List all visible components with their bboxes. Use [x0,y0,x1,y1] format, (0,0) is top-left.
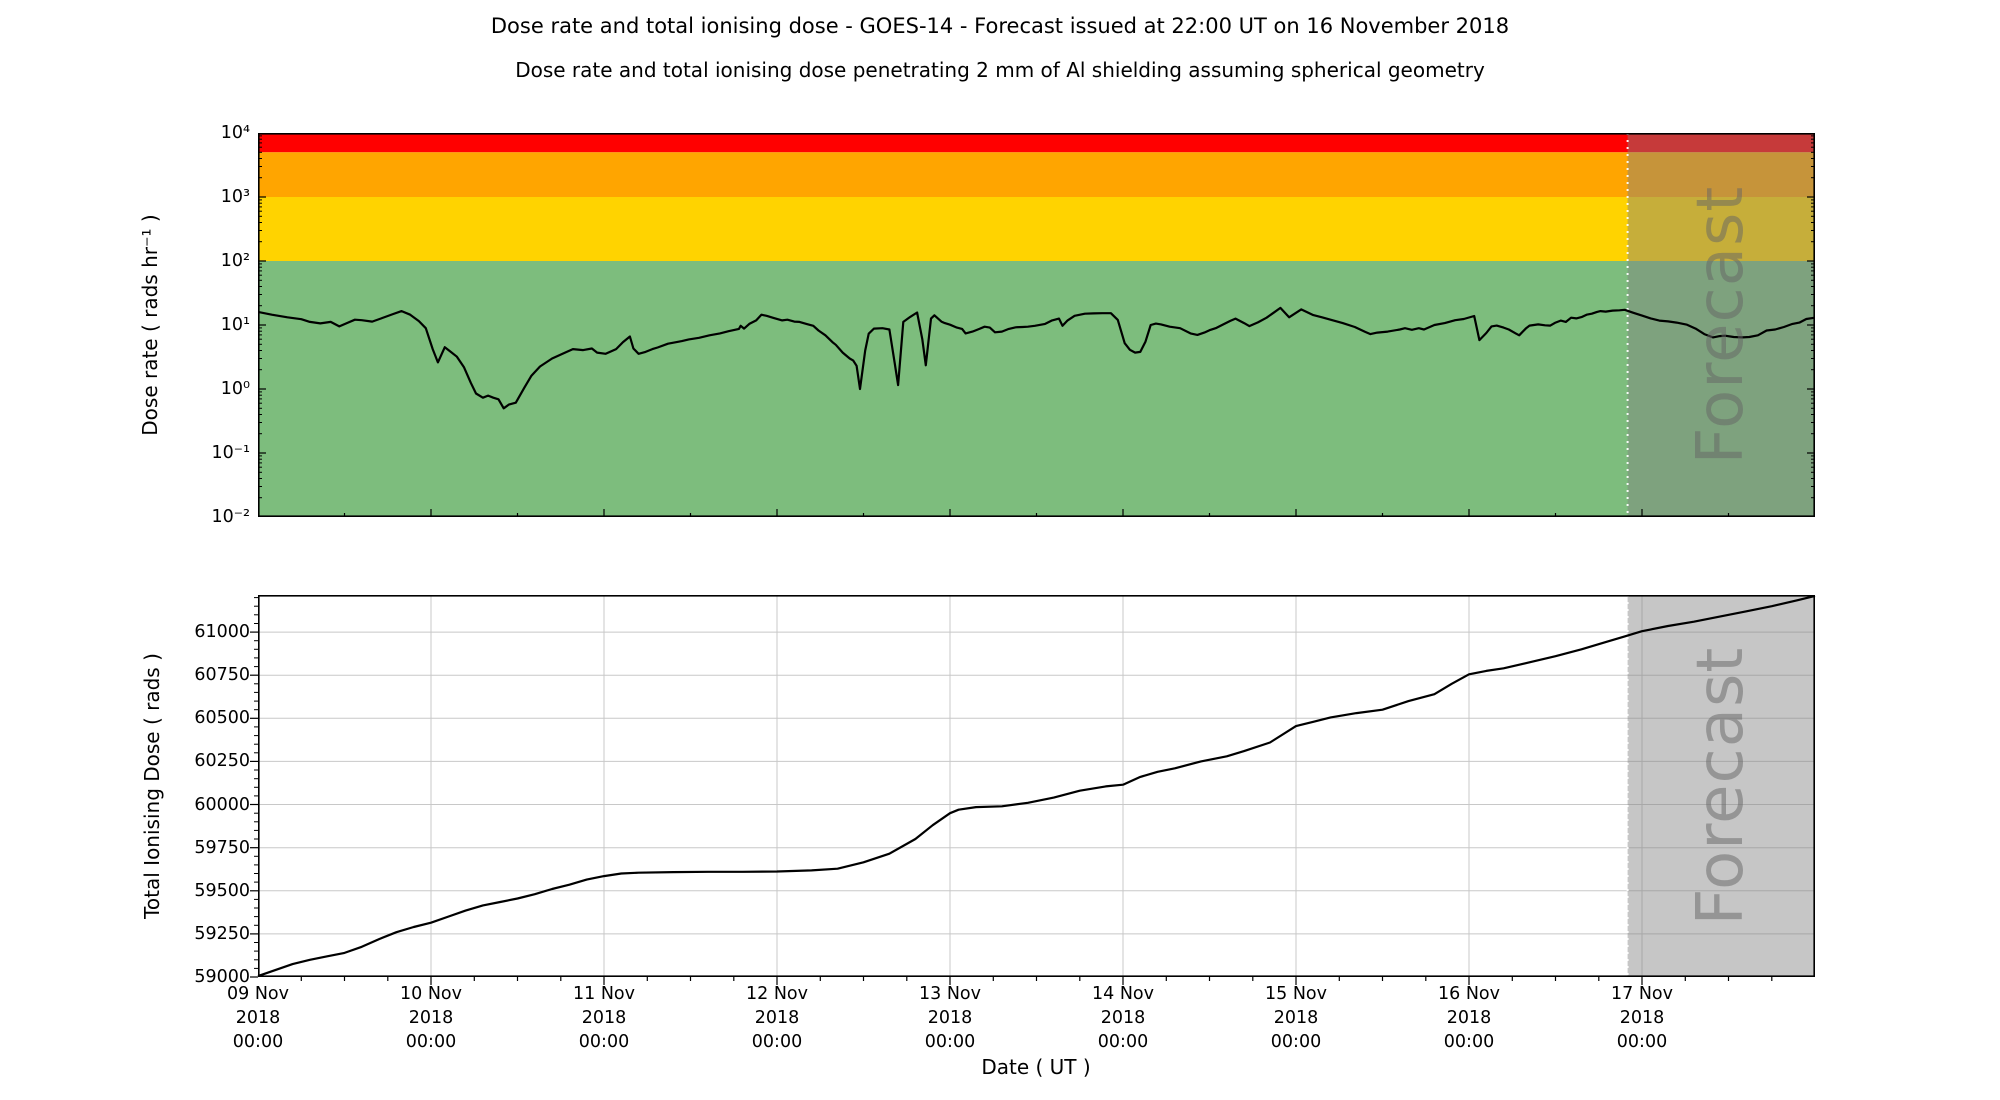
x-tick-date: 11 Nov [573,984,635,1004]
x-tick-time: 00:00 [578,1032,630,1052]
x-tick-year: 2018 [927,1008,973,1028]
dose-rate-plot [258,133,1815,517]
x-tick-year: 2018 [581,1008,627,1028]
total-dose-axis-label: Total Ionising Dose ( rads ) [140,653,164,919]
x-tick-date: 14 Nov [1092,984,1154,1004]
total-dose-ytick-label: 59750 [194,837,250,858]
threshold-band-red [258,133,1815,153]
dose-rate-ytick-label: 10² [220,251,250,271]
forecast-region-bottom [1627,595,1815,977]
x-tick-time: 00:00 [1097,1032,1149,1052]
total-dose-plot-frame [258,595,1816,977]
forecast-watermark-bottom: Forecast [1684,646,1758,926]
dose-rate-plot-frame [258,133,1815,517]
x-tick-date: 12 Nov [746,984,808,1004]
dose-rate-ytick-label: 10³ [220,187,250,207]
chart-title: Dose rate and total ionising dose - GOES… [490,14,1510,38]
total-dose-ytick-label: 60500 [194,708,250,729]
x-tick-label: 15 Nov 2018 00:00 [1221,982,1371,1054]
x-tick-label: 11 Nov 2018 00:00 [529,982,679,1054]
x-tick-label: 13 Nov 2018 00:00 [875,982,1025,1054]
x-tick-label: 14 Nov 2018 00:00 [1048,982,1198,1054]
x-tick-year: 2018 [1273,1008,1319,1028]
x-tick-date: 10 Nov [400,984,462,1004]
total-dose-ytick-label: 59000 [194,967,250,987]
forecast-region-top [1627,133,1815,517]
x-tick-time: 00:00 [924,1032,976,1052]
total-dose-line [257,595,1816,978]
x-tick-date: 16 Nov [1438,984,1500,1004]
forecast-watermark-top: Forecast [1684,185,1758,465]
threshold-band-orange [258,152,1815,197]
x-tick-year: 2018 [235,1008,281,1028]
x-tick-year: 2018 [1446,1008,1492,1028]
x-tick-year: 2018 [754,1008,800,1028]
x-tick-date: 13 Nov [919,984,981,1004]
dose-rate-ytick-label: 10⁰ [220,379,250,399]
x-tick-label: 10 Nov 2018 00:00 [356,982,506,1054]
total-dose-ytick-label: 60750 [194,665,250,686]
x-tick-date: 09 Nov [227,984,289,1004]
x-tick-time: 00:00 [1616,1032,1668,1052]
x-tick-label: 17 Nov 2018 00:00 [1567,982,1717,1054]
dose-rate-ytick-label: 10¹ [220,315,250,335]
x-tick-time: 00:00 [1443,1032,1495,1052]
x-tick-time: 00:00 [232,1032,284,1052]
threshold-band-green [258,261,1815,517]
dose-rate-line [258,306,1815,410]
x-tick-label: 16 Nov 2018 00:00 [1394,982,1544,1054]
x-tick-date: 17 Nov [1611,984,1673,1004]
x-tick-year: 2018 [1619,1008,1665,1028]
x-tick-time: 00:00 [405,1032,457,1052]
x-tick-label: 12 Nov 2018 00:00 [702,982,852,1054]
dose-rate-ytick-label: 10⁻¹ [211,443,250,463]
dose-rate-ytick-label: 10⁴ [220,123,250,143]
x-tick-year: 2018 [1100,1008,1146,1028]
chart-subtitle: Dose rate and total ionising dose penetr… [515,58,1485,82]
total-dose-ytick-label: 60250 [194,751,250,772]
total-dose-ytick-label: 59500 [194,880,250,901]
threshold-band-yellow [258,197,1815,261]
total-dose-plot [250,595,1816,985]
x-tick-label: 09 Nov 2018 00:00 [183,982,333,1054]
total-dose-ytick-label: 59250 [194,923,250,944]
x-tick-time: 00:00 [751,1032,803,1052]
x-axis-label: Date ( UT ) [981,1055,1091,1079]
x-tick-time: 00:00 [1270,1032,1322,1052]
total-dose-ytick-label: 61000 [194,622,250,643]
dose-rate-ytick-label: 10⁻² [211,507,250,527]
x-tick-year: 2018 [408,1008,454,1028]
x-tick-date: 15 Nov [1265,984,1327,1004]
total-dose-ytick-label: 60000 [194,794,250,815]
